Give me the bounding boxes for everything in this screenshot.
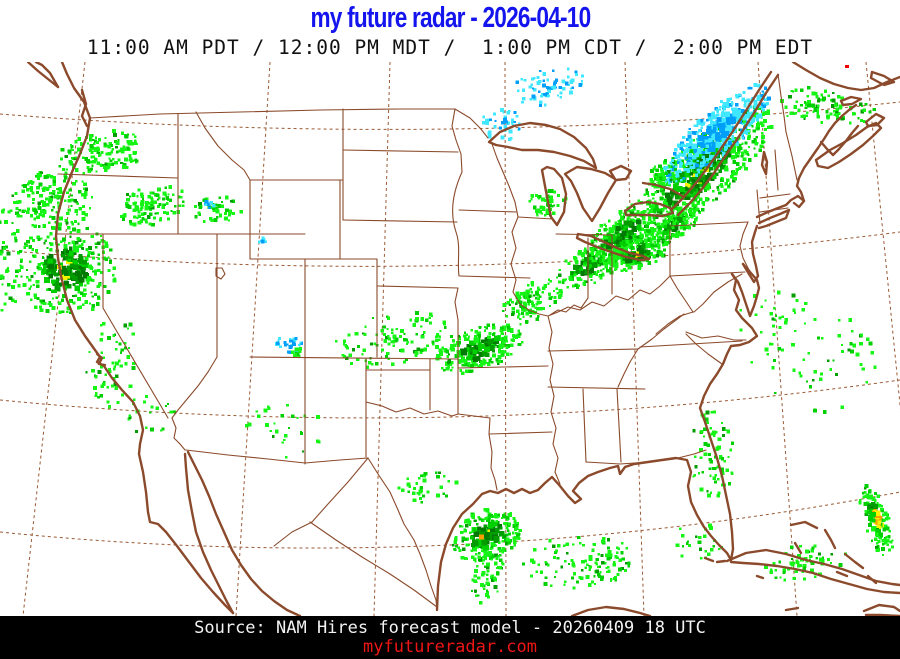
- page-title-row: my future radar - 2026-04-10: [0, 0, 900, 34]
- coastlines: [26, 62, 900, 616]
- footer-bar: Source: NAM Hires forecast model - 20260…: [0, 616, 900, 659]
- website-text: myfutureradar.com: [363, 637, 537, 657]
- page-title: my future radar - 2026-04-10: [310, 2, 591, 34]
- radar-echo-layer: [0, 65, 894, 605]
- source-text: Source: NAM Hires forecast model - 20260…: [194, 618, 706, 638]
- radar-map-container: [0, 62, 900, 616]
- state-borders: [56, 73, 798, 611]
- valid-time-subtitle: 11:00 AM PDT / 12:00 PM MDT / 1:00 PM CD…: [86, 36, 814, 59]
- us-radar-map: [0, 62, 900, 616]
